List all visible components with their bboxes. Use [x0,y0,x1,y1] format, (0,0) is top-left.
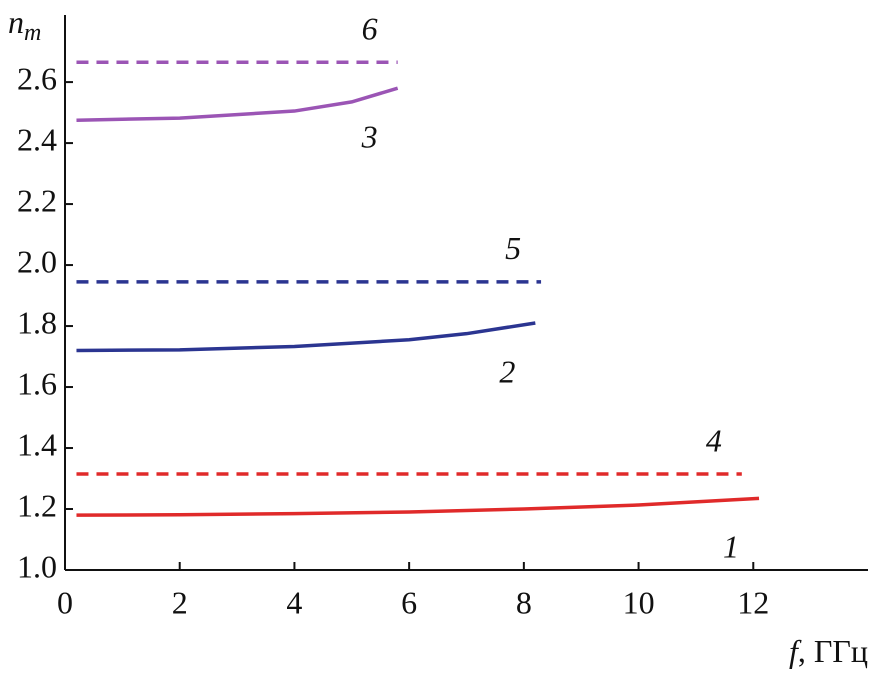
curve-label: 1 [723,529,739,565]
y-label-base: n [8,4,24,40]
x-tick-label: 2 [172,584,188,620]
y-tick-label: 1.4 [17,426,57,462]
y-tick-label: 1.0 [17,548,57,584]
series-line [76,321,536,353]
curve-label: 5 [505,230,521,266]
y-axis-label: nm [8,4,41,45]
y-tick-label: 2.6 [17,60,57,96]
x-axis-label: f, ГГц [789,633,868,669]
y-tick-label: 1.8 [17,304,57,340]
curve-label: 3 [361,119,378,155]
x-tick-label: 12 [737,584,769,620]
curve-label: 6 [362,11,378,47]
y-tick-label: 1.6 [17,365,57,401]
x-tick-label: 6 [401,584,417,620]
series-line [76,86,399,122]
x-tick-label: 8 [516,584,532,620]
y-tick-label: 1.2 [17,487,57,523]
series-line [76,496,760,517]
y-tick-label: 2.0 [17,243,57,279]
y-label-sub: m [24,20,41,46]
x-label-unit: , ГГц [798,633,868,669]
x-tick-label: 0 [57,584,73,620]
curve-label: 2 [499,353,515,389]
x-tick-label: 4 [286,584,302,620]
curve-label: 4 [706,422,722,458]
y-tick-label: 2.4 [17,121,57,157]
x-tick-label: 10 [623,584,655,620]
y-tick-label: 2.2 [17,182,57,218]
